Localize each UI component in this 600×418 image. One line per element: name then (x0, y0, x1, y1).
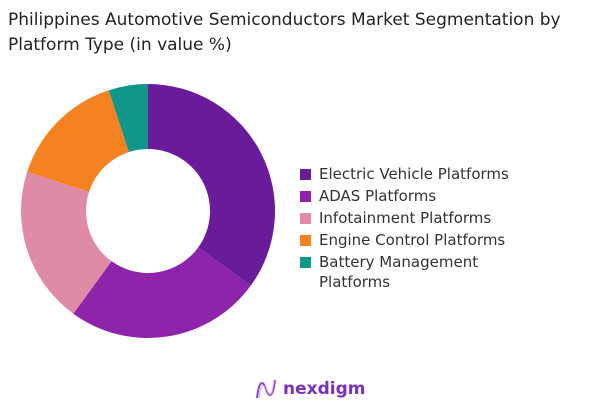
legend-label: ADAS Platforms (319, 187, 437, 205)
legend-item: Infotainment Platforms (300, 208, 519, 228)
slice-infotainment-platforms (21, 171, 112, 314)
chart-title: Philippines Automotive Semiconductors Ma… (8, 10, 561, 55)
slice-adas-platforms (73, 247, 251, 338)
slice-battery-management-platforms (108, 84, 148, 153)
legend-swatch (300, 213, 311, 224)
logo-text: nexdigm (283, 379, 366, 399)
nexdigm-logo: nexdigm (255, 378, 365, 400)
legend-item: ADAS Platforms (300, 186, 519, 206)
slice-engine-control-platforms (27, 90, 129, 192)
legend-swatch (300, 257, 311, 268)
legend-label: Engine Control Platforms (319, 231, 506, 249)
logo-wave-icon (256, 379, 276, 399)
legend: Electric Vehicle Platforms ADAS Platforms… (300, 164, 519, 294)
legend-label: Electric Vehicle Platforms (319, 165, 509, 183)
legend-swatch (300, 191, 311, 202)
slice-electric-vehicle-platforms (148, 84, 275, 286)
donut-chart (21, 84, 275, 338)
legend-item: Engine Control Platforms (300, 230, 519, 250)
legend-label: Battery Management Platforms (319, 253, 479, 291)
legend-item: Battery Management Platforms (300, 252, 519, 292)
legend-item: Electric Vehicle Platforms (300, 164, 519, 184)
legend-swatch (300, 169, 311, 180)
legend-swatch (300, 235, 311, 246)
legend-label: Infotainment Platforms (319, 209, 492, 227)
